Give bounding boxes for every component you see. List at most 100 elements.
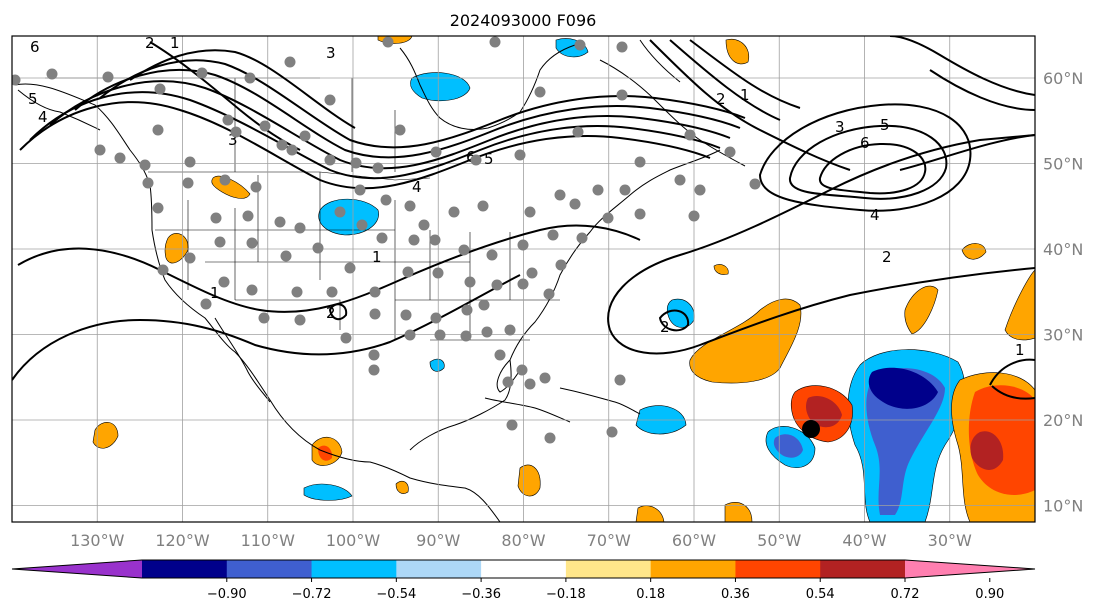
station-dot	[404, 329, 416, 341]
station-dot	[572, 126, 584, 138]
station-dot	[481, 326, 493, 338]
station-dot	[294, 222, 306, 234]
station-dot	[196, 67, 208, 79]
station-dot	[418, 219, 430, 231]
station-dot	[376, 232, 388, 244]
station-dot	[502, 376, 514, 388]
contour-label: 2	[145, 34, 155, 52]
station-dot	[478, 299, 490, 311]
latitude-labels: 60°N 50°N 40°N 30°N 20°N 10°N	[1043, 69, 1083, 516]
contour-label: 4	[38, 108, 48, 126]
contour-label: 3	[835, 118, 845, 136]
station-dot	[286, 144, 298, 156]
station-dot	[404, 200, 416, 212]
station-dot	[114, 152, 126, 164]
station-dot	[356, 219, 368, 231]
contour-label: 5	[484, 150, 494, 168]
colorbar-segment	[735, 560, 821, 578]
contours	[12, 36, 1035, 400]
negative-anomaly-area	[410, 72, 471, 101]
station-dot	[222, 114, 234, 126]
contour-label: 5	[880, 116, 890, 134]
positive-anomaly-area	[904, 285, 939, 335]
latitude-tick-label: 60°N	[1043, 69, 1083, 88]
station-dot	[616, 41, 628, 53]
station-dot	[694, 184, 706, 196]
station-dot	[280, 250, 292, 262]
colorbar-tick-label: −0.36	[461, 587, 501, 602]
station-dot	[250, 181, 262, 193]
station-dot	[460, 330, 472, 342]
station-dot	[619, 184, 631, 196]
positive-anomaly-area	[318, 445, 333, 461]
anomaly-shading	[92, 36, 1035, 522]
station-dot	[369, 308, 381, 320]
station-dot	[184, 156, 196, 168]
colorbar-tick-label: 0.90	[975, 587, 1004, 602]
station-dot	[517, 239, 529, 251]
station-dot	[291, 286, 303, 298]
station-dot	[569, 198, 581, 210]
longitude-tick-label: 90°W	[416, 531, 460, 550]
map-title: 2024093000 F096	[450, 11, 597, 30]
station-dot	[246, 284, 258, 296]
colorbar-tick-label: −0.72	[292, 587, 332, 602]
station-dot	[489, 36, 501, 48]
negative-anomaly-area	[868, 367, 938, 409]
station-dot	[152, 124, 164, 136]
longitude-tick-label: 100°W	[326, 531, 381, 550]
gridlines	[12, 36, 1035, 522]
station-dot	[506, 419, 518, 431]
colorbar-segment	[565, 560, 652, 578]
station-dot	[294, 314, 306, 326]
contour-label: 1	[372, 248, 382, 266]
contour-label: 5	[28, 90, 38, 108]
colorbar-segment	[396, 560, 482, 578]
contour-label: 2	[326, 304, 336, 322]
station-dot	[230, 126, 242, 138]
station-markers	[12, 36, 761, 444]
station-dot	[382, 36, 394, 48]
station-dot	[749, 178, 761, 190]
colorbar-tick-label: −0.18	[546, 587, 586, 602]
station-dot	[674, 174, 686, 186]
colorbar-extend-low	[12, 560, 142, 578]
station-dot	[477, 200, 489, 212]
colorbar-segment	[820, 560, 906, 578]
latitude-tick-label: 50°N	[1043, 155, 1083, 174]
station-dot	[461, 304, 473, 316]
station-dot	[517, 278, 529, 290]
contour-label: 6	[860, 134, 870, 152]
latitude-tick-label: 30°N	[1043, 326, 1083, 345]
station-dot	[408, 234, 420, 246]
contour-label: 4	[412, 178, 422, 196]
station-dot	[576, 232, 588, 244]
negative-anomaly-area	[866, 368, 945, 515]
station-dot	[284, 56, 296, 68]
contour-label: 6	[466, 148, 476, 166]
colorbar-tick-label: 0.36	[721, 587, 750, 602]
colorbar-tick-label: 0.54	[806, 587, 835, 602]
station-dot	[354, 184, 366, 196]
station-dot	[184, 252, 196, 264]
station-dot	[634, 208, 646, 220]
colorbar: −0.90 −0.72 −0.54 −0.36 −0.18 0.18 0.36 0.54 0.7…	[11, 559, 1036, 602]
station-dot	[432, 267, 444, 279]
station-dot	[434, 329, 446, 341]
contour-labels: 6 5 4 3 2 1 6 5 4 3 2 1 2 1 6 5 4 2 1 2 …	[28, 34, 1025, 359]
station-dot	[182, 177, 194, 189]
station-dot	[491, 279, 503, 291]
colorbar-segment	[481, 560, 567, 578]
longitude-tick-label: 30°W	[928, 531, 972, 550]
longitude-labels: 130°W 120°W 110°W 100°W 90°W 80°W 70°W 60°W 50°W…	[70, 531, 972, 550]
positive-anomaly-area	[689, 298, 802, 384]
station-dot	[724, 146, 736, 158]
longitude-tick-label: 130°W	[70, 531, 125, 550]
station-dot	[402, 266, 414, 278]
station-dot	[344, 262, 356, 274]
station-dot	[350, 157, 362, 169]
station-dot	[516, 364, 528, 376]
colorbar-segment	[311, 560, 397, 578]
station-dot	[94, 144, 106, 156]
station-dot	[616, 89, 628, 101]
